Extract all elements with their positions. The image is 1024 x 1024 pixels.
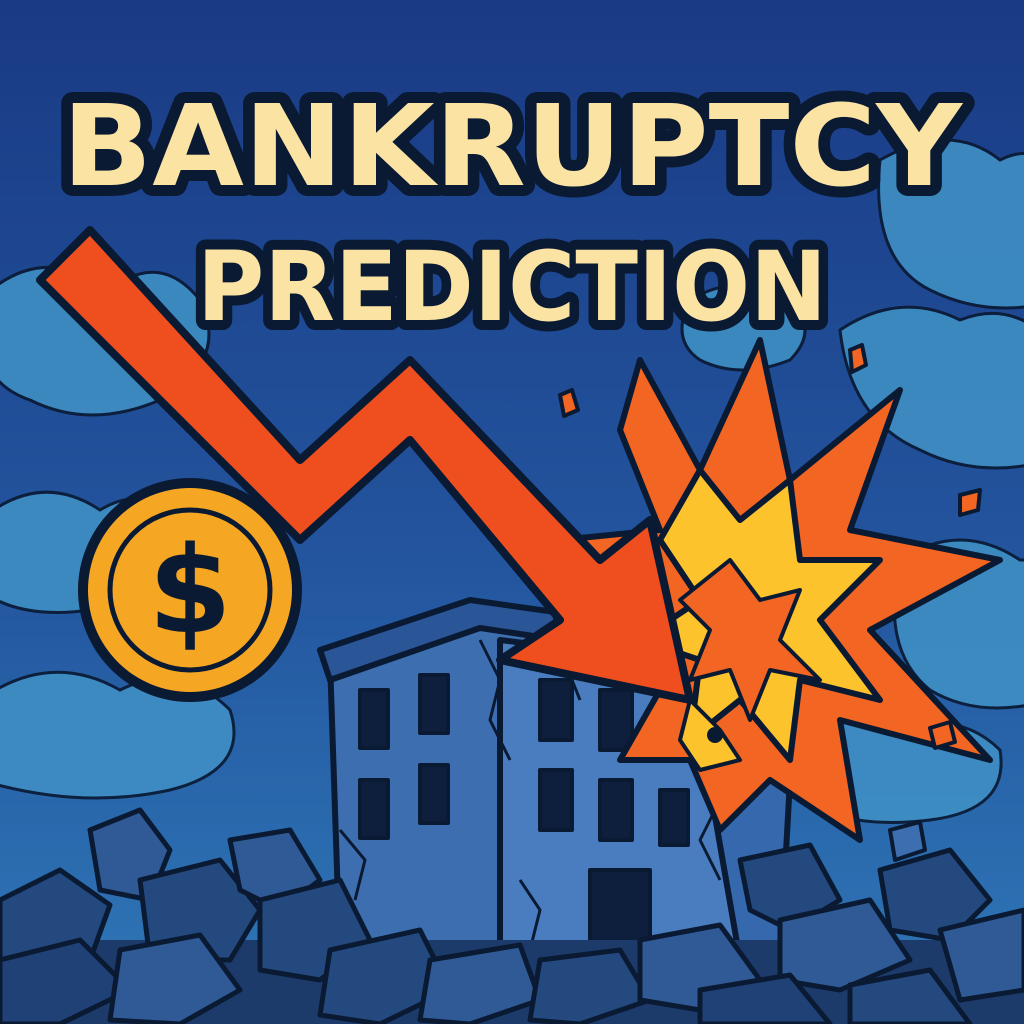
title-line-2: PREDICTION (197, 231, 827, 343)
falling-trend-arrow-icon (36, 226, 694, 704)
rubble-icon (0, 807, 1024, 1024)
title-line-1: BANKRUPTCY (62, 82, 964, 212)
dollar-coin-icon: $ (78, 478, 302, 702)
coin-symbol: $ (148, 522, 232, 661)
